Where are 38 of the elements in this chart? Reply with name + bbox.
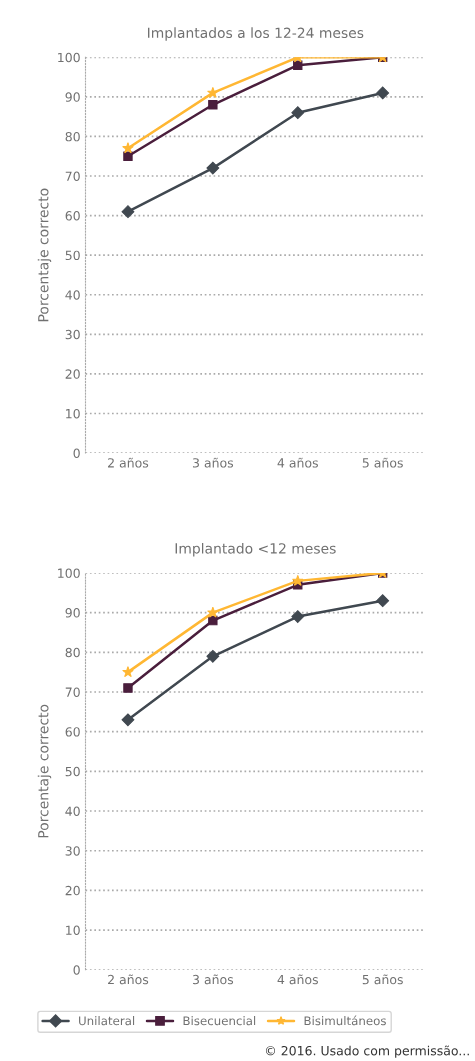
y-tick-label: 80 (65, 647, 80, 658)
y-axis-title: Porcentaje correcto (37, 704, 52, 838)
y-tick-label: 60 (65, 727, 80, 737)
y-tick-label: 10 (66, 925, 80, 935)
y-tick-label: 0 (73, 448, 80, 458)
x-tick-label: 4 años (277, 457, 318, 468)
y-tick-label: 20 (65, 369, 80, 379)
x-tick-label: 4 años (277, 974, 318, 985)
x-tick-label: 5 años (362, 457, 403, 468)
y-tick-label: 40 (65, 290, 80, 300)
text: © 2016. Usado com permissão... (265, 1045, 469, 1058)
y-tick-label: 90 (65, 608, 80, 618)
chart-title: Implantado <12 meses (175, 542, 336, 557)
y-tick-label: 20 (65, 885, 80, 896)
y-tick-label: 90 (65, 92, 80, 102)
y-tick-label: 100 (58, 568, 80, 578)
x-tick-label: 3 años (192, 457, 234, 468)
legend-label: Unilateral (79, 1016, 135, 1026)
y-tick-label: 80 (65, 131, 80, 142)
y-tick-label: 70 (65, 687, 80, 697)
y-tick-label: 50 (65, 766, 80, 777)
y-axis-title: Porcentaje correcto (37, 188, 52, 322)
y-tick-label: 100 (58, 52, 80, 63)
y-tick-label: 60 (65, 211, 80, 221)
y-tick-label: 10 (66, 408, 80, 419)
y-tick-label: 30 (65, 329, 80, 340)
y-tick-label: 0 (73, 965, 80, 975)
y-tick-label: 50 (65, 250, 80, 261)
legend-label: Bisecuencial (183, 1016, 256, 1026)
y-tick-label: 30 (65, 846, 80, 856)
chart-title: Implantados a los 12-24 meses (148, 27, 364, 41)
legend-label: Bisimultáneos (304, 1015, 386, 1026)
x-tick-label: 5 años (362, 974, 403, 985)
x-tick-label: 2 años (108, 457, 149, 468)
y-tick-label: 70 (65, 171, 80, 181)
x-tick-label: 3 años (192, 974, 234, 985)
x-tick-label: 2 años (108, 974, 149, 985)
y-tick-label: 40 (65, 806, 80, 816)
